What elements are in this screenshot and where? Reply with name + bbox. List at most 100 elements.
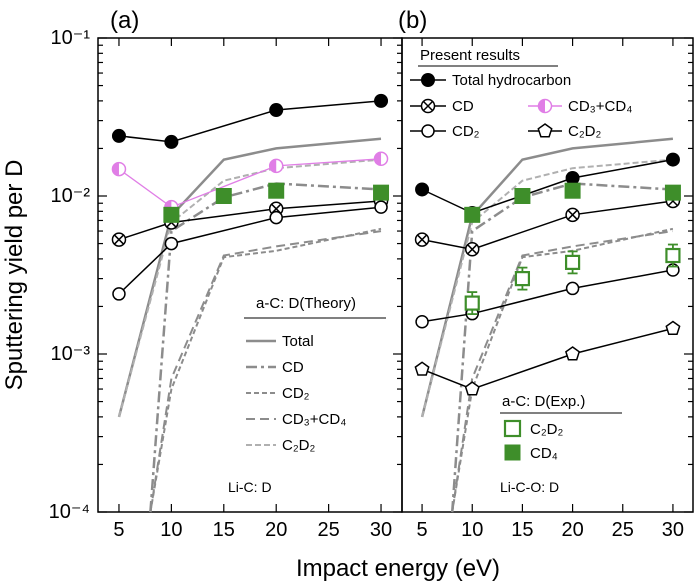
cd3cd4-marker-half <box>112 162 119 176</box>
panel-a-annotation: Li-C: D <box>228 479 272 495</box>
x-tick-label: 30 <box>370 519 392 541</box>
cd2-marker <box>112 287 126 301</box>
exp-c2d2-marker <box>665 243 681 268</box>
cd3cd4-marker <box>373 151 389 167</box>
exp-c2d2-marker <box>564 250 581 275</box>
present-legend-marker-total <box>421 73 435 87</box>
panel-b-annotation: Li-C-O: D <box>500 479 559 495</box>
x-tick-label: 15 <box>213 519 235 541</box>
exp-cd4-marker <box>268 182 285 199</box>
exp-legend-cd4: CD₄ <box>530 445 558 462</box>
x-tick-label: 5 <box>417 519 428 541</box>
cd-marker <box>565 207 580 223</box>
theory-curve-cd <box>450 182 673 513</box>
exp-c2d2-box <box>514 271 531 287</box>
cd-marker <box>464 242 480 257</box>
panel-b-frame <box>401 37 694 513</box>
cd3cd4-marker-half <box>374 152 382 166</box>
panel-b-theory-curves <box>420 137 674 513</box>
exp-c2d2-box <box>564 254 581 270</box>
cd-marker-cross <box>467 244 478 255</box>
exp-legend-title: a-C: D(Exp.) <box>502 393 585 410</box>
exp-cd4-marker <box>215 188 232 204</box>
axis-ticks <box>98 37 693 513</box>
cd2-marker <box>164 236 179 251</box>
series-line-cd3cd4 <box>118 158 382 208</box>
theory-curve-cd3cd4 <box>451 230 674 513</box>
theory-legend: a-C: D(Theory) Total CD CD₂ CD₃+CD₄ C₂D₂ <box>244 295 386 454</box>
theory-legend-cd: CD <box>282 359 304 376</box>
cd2-marker <box>269 210 283 225</box>
total-marker <box>111 128 126 143</box>
present-legend-marker-c2d2 <box>537 123 553 138</box>
x-tick-label: 20 <box>561 519 583 541</box>
exp-legend-c2d2: C₂D₂ <box>530 421 563 438</box>
total-marker <box>415 182 430 197</box>
c2d2-marker <box>464 381 480 396</box>
y-tick-label: 10⁻³ <box>51 343 91 365</box>
panel-b-series <box>414 152 681 396</box>
present-legend-cd: CD <box>452 98 474 115</box>
present-legend-total: Total hydrocarbon <box>452 72 571 89</box>
panel-a-theory-curves <box>117 137 382 513</box>
present-legend-cd2: CD₂ <box>452 123 480 140</box>
theory-curve-c2d2 <box>421 158 673 418</box>
exp-legend-marker-cd4 <box>504 444 521 461</box>
theory-legend-cd2: CD₂ <box>282 385 310 402</box>
cd-marker <box>111 232 127 247</box>
theory-legend-title: a-C: D(Theory) <box>256 295 356 312</box>
series-line-total <box>118 100 382 143</box>
x-tick-label: 25 <box>612 519 634 541</box>
x-tick-labels: 5 10 15 20 25 30 5 10 15 20 25 30 <box>113 519 684 541</box>
exp-cd4-marker <box>163 206 180 223</box>
cd2-marker <box>415 314 429 329</box>
exp-c2d2-marker <box>514 266 531 291</box>
x-axis-title: Impact energy (eV) <box>296 555 500 582</box>
theory-legend-total: Total <box>282 333 314 350</box>
x-tick-label: 10 <box>461 519 483 541</box>
exp-cd4-marker <box>464 206 481 223</box>
cd3cd4-marker-half <box>269 159 277 173</box>
cd-marker-cross <box>567 209 578 220</box>
total-marker <box>565 170 580 185</box>
panel-b-label: (b) <box>398 7 427 34</box>
y-axis-title: Sputtering yield per D <box>1 160 28 391</box>
total-marker <box>665 152 680 167</box>
series-line-cd2 <box>118 206 382 295</box>
c2d2-marker <box>665 320 681 335</box>
exp-c2d2-box <box>665 247 681 264</box>
exp-cd4-marker <box>564 182 581 199</box>
theory-curve-total <box>420 137 674 418</box>
theory-curve-cd <box>149 182 382 513</box>
theory-curve-cd2 <box>149 227 382 513</box>
x-tick-label: 5 <box>113 519 124 541</box>
present-legend: Present results Total hydrocarbon CD CD₃… <box>410 47 632 140</box>
series-line-cd <box>118 200 382 241</box>
c2d2-marker <box>565 346 581 361</box>
cd-marker <box>414 232 430 247</box>
cd3cd4-marker <box>111 161 127 177</box>
total-marker <box>374 93 389 108</box>
cd3cd4-marker <box>268 158 284 174</box>
exp-c2d2-marker <box>464 291 480 315</box>
total-marker <box>164 134 179 149</box>
exp-legend-marker-c2d2 <box>503 419 522 438</box>
cd2-marker <box>374 200 388 214</box>
panel-a-frame <box>97 37 403 513</box>
theory-legend-cd3cd4: CD₃+CD₄ <box>282 411 346 428</box>
cd-marker-cross <box>113 234 124 245</box>
x-tick-label: 15 <box>511 519 533 541</box>
present-legend-cd3cd4: CD₃+CD₄ <box>568 98 632 115</box>
x-tick-label: 30 <box>662 519 684 541</box>
y-tick-label: 10⁻¹ <box>51 27 91 49</box>
exp-cd4-marker <box>373 184 390 201</box>
panel-a-series <box>111 93 390 301</box>
exp-cd4-marker <box>664 184 681 201</box>
series-line-cd <box>421 200 674 251</box>
c2d2-marker <box>414 361 430 376</box>
present-legend-title: Present results <box>420 47 520 64</box>
x-tick-label: 25 <box>317 519 339 541</box>
theory-curve-cd3cd4 <box>149 230 382 513</box>
present-legend-marker-cd3cd4 <box>537 98 553 114</box>
theory-curve-cd2 <box>451 227 674 513</box>
